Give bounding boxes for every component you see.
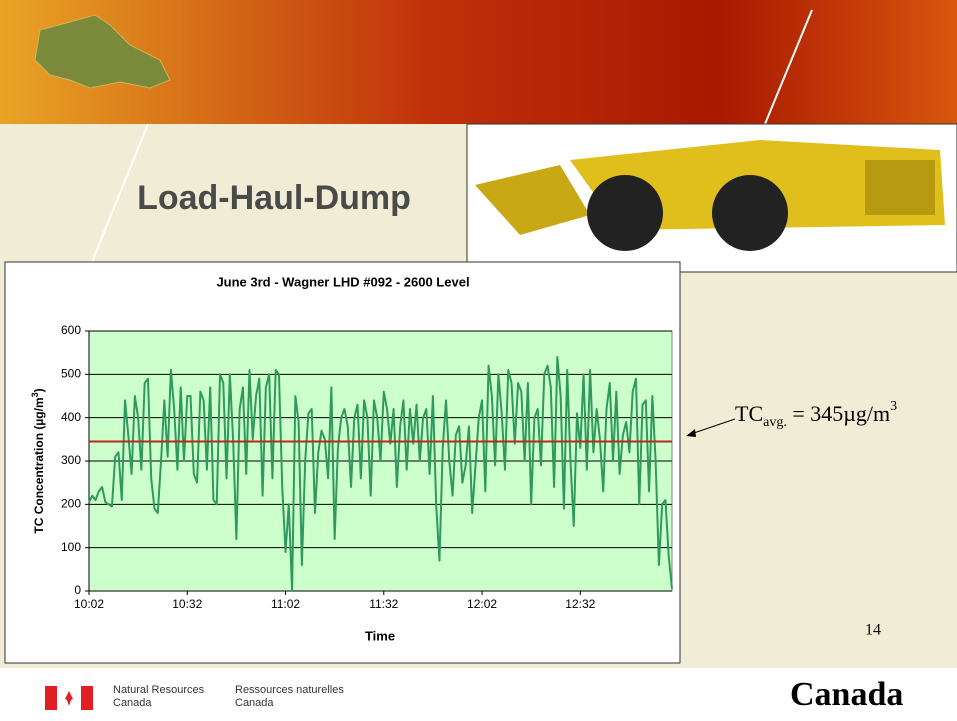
slide: Load-Haul-Dump June 3rd - Wagner LHD #09…: [0, 0, 957, 721]
page: Load-Haul-Dump June 3rd - Wagner LHD #09…: [0, 0, 957, 721]
chart-title: June 3rd - Wagner LHD #092 - 2600 Level: [216, 274, 469, 289]
y-axis-label: TC Concentration (µg/m3): [30, 388, 46, 533]
photo: [467, 124, 957, 272]
annotation-text: = 345µg/m: [787, 401, 890, 426]
y-label-text: TC Concentration (µg/m: [32, 397, 46, 533]
x-tick-label: 10:02: [74, 597, 104, 611]
x-tick-label: 12:02: [467, 597, 497, 611]
x-tick-label: 11:02: [271, 597, 300, 611]
flag-bar: [45, 686, 57, 710]
y-tick-label: 500: [61, 367, 81, 381]
flag-bar: [81, 686, 93, 710]
x-tick-label: 10:32: [172, 597, 202, 611]
footer-en: Canada: [113, 697, 152, 709]
y-label-end: ): [32, 388, 46, 392]
slide-title: Load-Haul-Dump: [137, 179, 411, 217]
x-tick-label: 12:32: [565, 597, 595, 611]
y-tick-label: 200: [61, 497, 81, 511]
y-tick-label: 100: [61, 540, 81, 554]
y-tick-label: 0: [74, 583, 81, 597]
footer-en: Natural Resources: [113, 684, 205, 696]
annotation-sub: avg.: [763, 415, 787, 430]
grille: [865, 160, 935, 215]
page-number: 14: [865, 622, 881, 639]
annotation-base: TC: [735, 401, 763, 426]
x-axis-label: Time: [365, 628, 395, 643]
annotation: TCavg. = 345µg/m3: [735, 399, 897, 430]
annotation-sup: 3: [890, 399, 897, 414]
y-tick-label: 300: [61, 453, 81, 467]
y-tick-label: 600: [61, 323, 81, 337]
wordmark: Canada: [790, 676, 903, 713]
x-tick-label: 11:32: [369, 597, 398, 611]
flag: [45, 686, 93, 710]
wheel: [712, 175, 788, 251]
wheel: [587, 175, 663, 251]
footer-fr: Ressources naturelles: [235, 684, 344, 696]
footer-fr: Canada: [235, 697, 274, 709]
y-tick-label: 400: [61, 410, 81, 424]
